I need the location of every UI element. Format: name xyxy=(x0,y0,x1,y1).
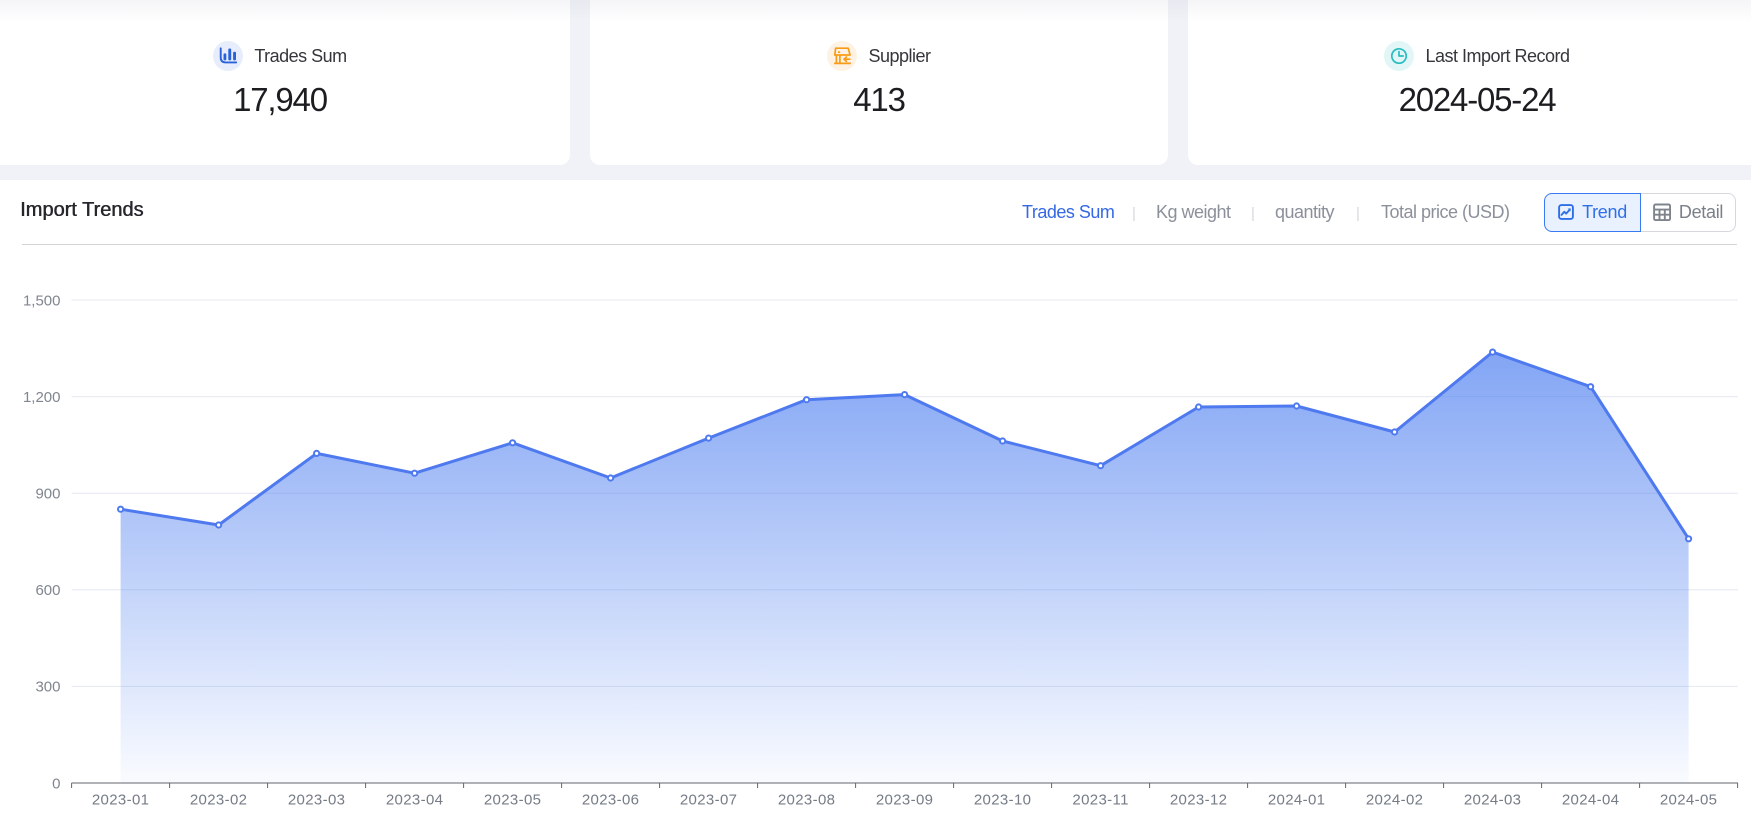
svg-text:2023-02: 2023-02 xyxy=(190,792,248,809)
svg-text:2023-09: 2023-09 xyxy=(876,792,934,809)
svg-text:2024-01: 2024-01 xyxy=(1268,792,1326,809)
svg-text:2023-08: 2023-08 xyxy=(778,792,836,809)
svg-text:2023-05: 2023-05 xyxy=(484,792,542,809)
svg-text:2023-10: 2023-10 xyxy=(974,792,1032,809)
svg-text:2024-02: 2024-02 xyxy=(1366,792,1424,809)
svg-text:2023-12: 2023-12 xyxy=(1170,792,1228,809)
svg-text:2023-04: 2023-04 xyxy=(386,792,444,809)
svg-text:600: 600 xyxy=(35,582,60,599)
svg-text:300: 300 xyxy=(35,679,60,696)
svg-text:0: 0 xyxy=(52,775,60,792)
svg-text:2023-06: 2023-06 xyxy=(582,792,640,809)
svg-text:2023-11: 2023-11 xyxy=(1072,792,1128,809)
svg-text:2023-03: 2023-03 xyxy=(288,792,346,809)
svg-text:2024-05: 2024-05 xyxy=(1660,792,1718,809)
svg-text:2023-07: 2023-07 xyxy=(680,792,738,809)
svg-text:2023-01: 2023-01 xyxy=(92,792,150,809)
svg-text:2024-04: 2024-04 xyxy=(1562,792,1620,809)
svg-text:1,200: 1,200 xyxy=(23,389,61,406)
svg-text:900: 900 xyxy=(35,486,60,503)
svg-text:1,500: 1,500 xyxy=(23,292,61,309)
svg-text:2024-03: 2024-03 xyxy=(1464,792,1522,809)
